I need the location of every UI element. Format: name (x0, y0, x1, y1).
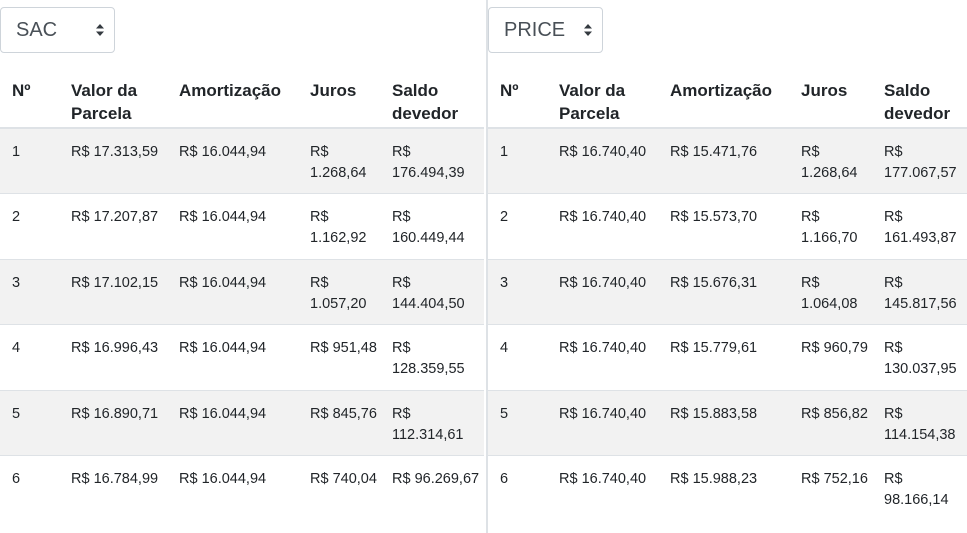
table-row: 6 R$ 16.784,99 R$ 16.044,94 R$ 740,04 R$… (0, 455, 484, 521)
cell-balance: R$ 144.404,50 (380, 258, 484, 325)
price-table: Nº Valor da Parcela Amortização Juros Sa… (488, 67, 967, 521)
header-interest: Juros (789, 67, 872, 129)
chevron-up-down-icon (574, 24, 602, 36)
cell-balance: R$ 176.494,39 (380, 127, 484, 194)
cell-installment: R$ 16.740,40 (547, 455, 658, 521)
cell-amortization: R$ 15.676,31 (658, 258, 789, 325)
header-number: Nº (488, 67, 547, 129)
table-row: 1 R$ 16.740,40 R$ 15.471,76 R$ 1.268,64 … (488, 127, 967, 194)
cell-installment: R$ 16.740,40 (547, 258, 658, 325)
cell-installment: R$ 17.102,15 (59, 258, 167, 325)
cell-installment: R$ 16.740,40 (547, 193, 658, 259)
header-amortization: Amortização (658, 67, 789, 129)
cell-interest: R$ 1.268,64 (298, 127, 380, 194)
table-header-row: Nº Valor da Parcela Amortização Juros Sa… (0, 67, 484, 129)
amortization-system-select-left[interactable]: SAC (0, 7, 115, 53)
table-row: 4 R$ 16.996,43 R$ 16.044,94 R$ 951,48 R$… (0, 324, 484, 390)
cell-interest: R$ 845,76 (298, 389, 380, 456)
cell-number: 1 (488, 127, 547, 194)
cell-installment: R$ 16.784,99 (59, 455, 167, 521)
table-row: 2 R$ 17.207,87 R$ 16.044,94 R$ 1.162,92 … (0, 193, 484, 259)
cell-installment: R$ 16.740,40 (547, 127, 658, 194)
cell-balance: R$ 177.067,57 (872, 127, 967, 194)
cell-interest: R$ 960,79 (789, 324, 872, 390)
cell-amortization: R$ 15.471,76 (658, 127, 789, 194)
table-row: 3 R$ 16.740,40 R$ 15.676,31 R$ 1.064,08 … (488, 258, 967, 325)
cell-amortization: R$ 16.044,94 (167, 193, 298, 259)
cell-balance: R$ 128.359,55 (380, 324, 484, 390)
table-row: 3 R$ 17.102,15 R$ 16.044,94 R$ 1.057,20 … (0, 258, 484, 325)
cell-interest: R$ 1.268,64 (789, 127, 872, 194)
cell-interest: R$ 856,82 (789, 389, 872, 456)
cell-number: 5 (488, 389, 547, 456)
cell-number: 5 (0, 389, 59, 456)
cell-number: 3 (0, 258, 59, 325)
cell-balance: R$ 130.037,95 (872, 324, 967, 390)
cell-number: 2 (488, 193, 547, 259)
cell-amortization: R$ 15.573,70 (658, 193, 789, 259)
cell-number: 1 (0, 127, 59, 194)
header-installment: Valor da Parcela (547, 67, 658, 129)
header-balance: Saldo devedor (380, 67, 484, 129)
amortization-system-select-right[interactable]: PRICE (488, 7, 603, 53)
table-row: 4 R$ 16.740,40 R$ 15.779,61 R$ 960,79 R$… (488, 324, 967, 390)
table-row: 6 R$ 16.740,40 R$ 15.988,23 R$ 752,16 R$… (488, 455, 967, 521)
select-value: PRICE (504, 18, 566, 41)
cell-amortization: R$ 15.988,23 (658, 455, 789, 521)
header-amortization: Amortização (167, 67, 298, 129)
cell-number: 6 (0, 455, 59, 521)
cell-balance: R$ 112.314,61 (380, 389, 484, 456)
cell-balance: R$ 161.493,87 (872, 193, 967, 259)
table-row: 5 R$ 16.890,71 R$ 16.044,94 R$ 845,76 R$… (0, 389, 484, 456)
table-row: 1 R$ 17.313,59 R$ 16.044,94 R$ 1.268,64 … (0, 127, 484, 194)
cell-installment: R$ 16.740,40 (547, 389, 658, 456)
chevron-up-down-icon (86, 24, 114, 36)
cell-interest: R$ 1.064,08 (789, 258, 872, 325)
cell-balance: R$ 145.817,56 (872, 258, 967, 325)
table-row: 5 R$ 16.740,40 R$ 15.883,58 R$ 856,82 R$… (488, 389, 967, 456)
cell-amortization: R$ 15.883,58 (658, 389, 789, 456)
table-row: 2 R$ 16.740,40 R$ 15.573,70 R$ 1.166,70 … (488, 193, 967, 259)
cell-interest: R$ 752,16 (789, 455, 872, 521)
cell-installment: R$ 17.207,87 (59, 193, 167, 259)
cell-interest: R$ 951,48 (298, 324, 380, 390)
cell-balance: R$ 160.449,44 (380, 193, 484, 259)
cell-interest: R$ 740,04 (298, 455, 380, 521)
cell-amortization: R$ 16.044,94 (167, 324, 298, 390)
cell-amortization: R$ 16.044,94 (167, 127, 298, 194)
cell-amortization: R$ 16.044,94 (167, 455, 298, 521)
cell-amortization: R$ 16.044,94 (167, 389, 298, 456)
cell-balance: R$ 96.269,67 (380, 455, 484, 521)
cell-amortization: R$ 16.044,94 (167, 258, 298, 325)
header-interest: Juros (298, 67, 380, 129)
select-value: SAC (16, 18, 58, 41)
cell-number: 2 (0, 193, 59, 259)
header-installment: Valor da Parcela (59, 67, 167, 129)
price-panel: PRICE Nº Valor da Parcela Amortização Ju… (486, 0, 967, 533)
cell-number: 4 (0, 324, 59, 390)
cell-number: 4 (488, 324, 547, 390)
cell-balance: R$ 98.166,14 (872, 455, 967, 521)
cell-number: 3 (488, 258, 547, 325)
cell-interest: R$ 1.162,92 (298, 193, 380, 259)
sac-table: Nº Valor da Parcela Amortização Juros Sa… (0, 67, 484, 521)
header-number: Nº (0, 67, 59, 129)
cell-number: 6 (488, 455, 547, 521)
cell-interest: R$ 1.057,20 (298, 258, 380, 325)
cell-installment: R$ 16.996,43 (59, 324, 167, 390)
header-balance: Saldo devedor (872, 67, 967, 129)
cell-installment: R$ 17.313,59 (59, 127, 167, 194)
cell-interest: R$ 1.166,70 (789, 193, 872, 259)
cell-balance: R$ 114.154,38 (872, 389, 967, 456)
table-header-row: Nº Valor da Parcela Amortização Juros Sa… (488, 67, 967, 129)
cell-installment: R$ 16.740,40 (547, 324, 658, 390)
sac-panel: SAC Nº Valor da Parcela Amortização Juro… (0, 7, 484, 521)
cell-amortization: R$ 15.779,61 (658, 324, 789, 390)
cell-installment: R$ 16.890,71 (59, 389, 167, 456)
